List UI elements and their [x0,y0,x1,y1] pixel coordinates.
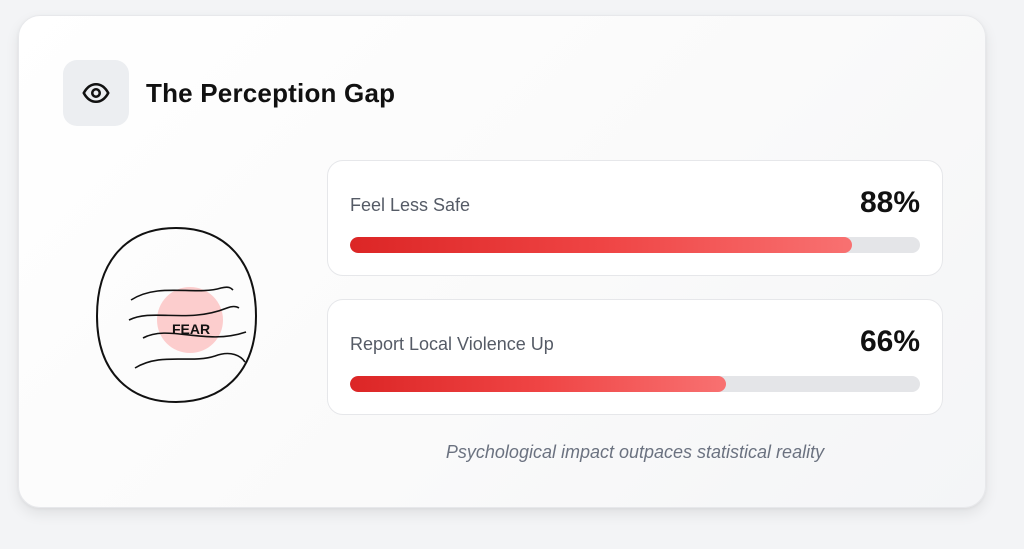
stat-value: 88% [859,186,920,219]
card-caption: Psychological impact outpaces statistica… [445,442,825,462]
head-with-fear-icon: FEAR [95,226,258,404]
stat-label: Report Local Violence Up [350,334,554,354]
progress-bar-fill [350,376,727,392]
stat-card-report-local-violence-up: Report Local Violence Up 66% [327,299,943,415]
stat-value: 66% [859,325,920,358]
progress-bar-track [350,237,920,253]
card-title: The Perception Gap [146,78,396,108]
eye-icon [82,82,110,104]
stat-label: Feel Less Safe [350,195,471,215]
progress-bar-track [350,376,920,392]
fear-label: FEAR [172,321,210,337]
perception-gap-card: The Perception Gap FEAR Feel Less Safe 8… [18,15,986,508]
fear-spot [157,287,223,353]
progress-bar-fill [350,237,852,253]
eye-icon-tile [63,60,129,126]
stat-card-feel-less-safe: Feel Less Safe 88% [327,160,943,276]
